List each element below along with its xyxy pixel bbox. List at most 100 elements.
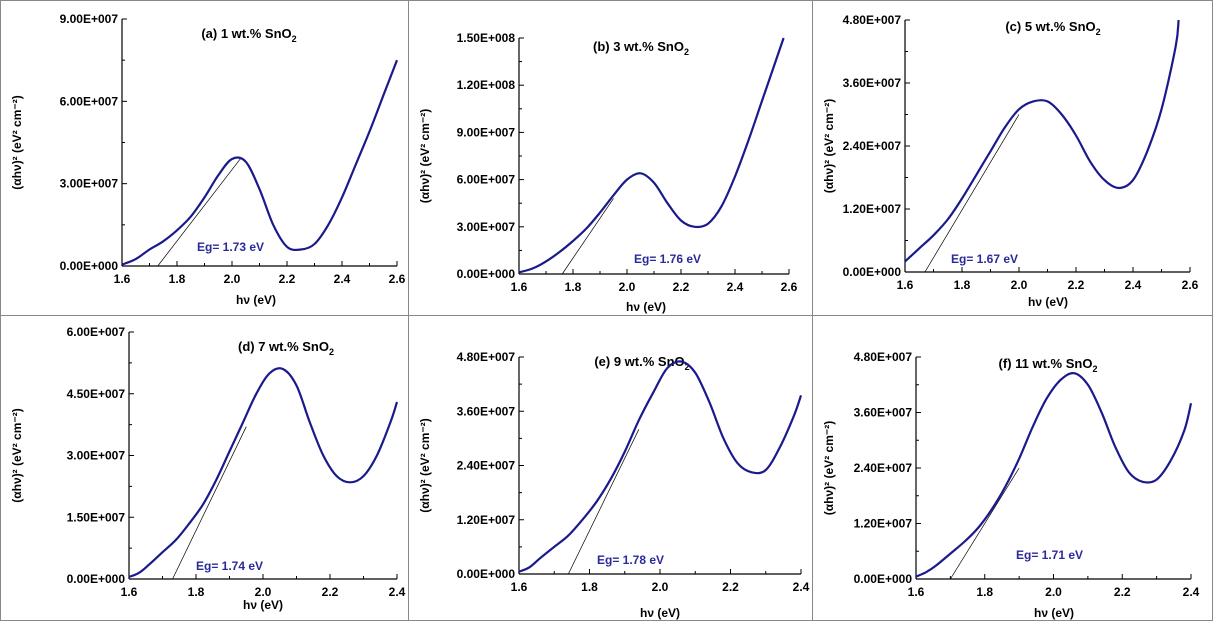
x-tick-label: 2.4: [1183, 585, 1200, 599]
eg-annotation: Eg= 1.76 eV: [634, 252, 701, 266]
y-axis-label: (αhν)² (eV² cm⁻²): [418, 418, 432, 512]
chart-svg-c: 1.6 1.8 2.0 2.2 2.4 2.6 0.00E+000 1.20E+007 2.40…: [822, 13, 1199, 309]
chart-panel-d: 1.6 1.8 2.0 2.2 2.4 0.00E+000 1.50E+007 3.00E+0…: [0, 315, 409, 621]
y-tick-label: 4.80E+007: [843, 13, 902, 27]
y-tick-label: 0.00E+000: [67, 572, 126, 586]
x-axis-label: hν (eV): [1028, 295, 1068, 309]
x-tick-label: 1.6: [908, 585, 925, 599]
y-axis-label: (αhν)² (eV² cm⁻²): [822, 421, 836, 515]
chart-title: (c) 5 wt.% SnO2: [1005, 19, 1100, 37]
eg-annotation: Eg= 1.67 eV: [951, 252, 1018, 266]
data-series-line: [904, 19, 1180, 263]
y-tick-label: 1.20E+007: [457, 513, 516, 527]
x-tick-label: 1.8: [976, 585, 993, 599]
chart-title-main: (e) 9 wt.% SnO: [594, 354, 684, 369]
chart-title-subscript: 2: [684, 47, 689, 57]
x-tick-label: 2.2: [279, 272, 296, 286]
x-tick-label: 1.8: [954, 278, 971, 292]
chart-title-main: (f) 11 wt.% SnO: [999, 356, 1093, 371]
y-tick-label: 2.40E+007: [843, 139, 902, 153]
x-axis-label: hν (eV): [243, 598, 283, 612]
tangent-line: [172, 426, 247, 580]
x-axis-label: hν (eV): [640, 606, 680, 620]
chart-svg-f: 1.6 1.8 2.0 2.2 2.4 0.00E+000 1.20E+007 2.40E+0…: [822, 350, 1200, 620]
x-tick-label: 2.4: [727, 280, 744, 294]
eg-annotation: Eg= 1.71 eV: [1016, 548, 1083, 562]
y-tick-label: 6.00E+007: [67, 325, 126, 339]
eg-annotation: Eg= 1.78 eV: [597, 553, 664, 567]
chart-title: (b) 3 wt.% SnO2: [593, 39, 689, 57]
chart-title: (a) 1 wt.% SnO2: [201, 26, 296, 44]
chart-title-main: (b) 3 wt.% SnO: [593, 39, 684, 54]
y-axis-label: (αhν)² (eV² cm⁻²): [10, 95, 24, 189]
chart-title-subscript: 2: [329, 347, 334, 357]
y-tick-label: 1.50E+008: [457, 31, 516, 45]
x-tick-label: 2.0: [1011, 278, 1028, 292]
y-tick-label: 0.00E+000: [457, 567, 516, 581]
chart-title-subscript: 2: [1092, 364, 1097, 374]
y-tick-label: 3.00E+007: [60, 177, 119, 191]
data-series-line: [915, 371, 1193, 578]
x-tick-label: 2.2: [722, 580, 739, 594]
y-tick-label: 0.00E+000: [457, 267, 516, 281]
chart-panel-f: 1.6 1.8 2.0 2.2 2.4 0.00E+000 1.20E+007 2.40E+0…: [812, 315, 1213, 621]
x-axis-label: hν (eV): [1034, 606, 1074, 620]
y-tick-label: 1.20E+008: [457, 78, 516, 92]
chart-svg-a: 1.6 1.8 2.0 2.2 2.4 2.6 0.00E+000 3.00E+007 6.00…: [10, 12, 406, 307]
chart-title-subscript: 2: [292, 34, 297, 44]
y-tick-label: 3.00E+007: [457, 220, 516, 234]
x-tick-label: 1.8: [581, 580, 598, 594]
x-tick-label: 2.4: [334, 272, 351, 286]
y-tick-label: 9.00E+007: [60, 12, 119, 26]
y-tick-label: 6.00E+007: [60, 94, 119, 108]
eg-annotation: Eg= 1.74 eV: [196, 559, 263, 573]
x-tick-label: 1.6: [511, 280, 528, 294]
y-tick-label: 9.00E+007: [457, 125, 516, 139]
x-tick-label: 1.6: [511, 580, 528, 594]
chart-svg-e: 1.6 1.8 2.0 2.2 2.4 0.00E+000 1.20E+007 2.40E+0…: [418, 350, 810, 620]
data-series-line: [121, 59, 399, 266]
x-tick-label: 2.0: [224, 272, 241, 286]
x-tick-label: 2.0: [652, 580, 669, 594]
y-tick-label: 3.00E+007: [67, 449, 126, 463]
x-tick-label: 2.6: [389, 272, 406, 286]
y-axis-label: (αhν)² (eV² cm⁻²): [418, 109, 432, 203]
y-tick-label: 0.00E+000: [854, 572, 913, 586]
y-tick-label: 4.80E+007: [854, 350, 913, 364]
chart-title: (f) 11 wt.% SnO2: [999, 356, 1098, 374]
eg-annotation: Eg= 1.73 eV: [197, 240, 264, 254]
tangent-line: [157, 158, 241, 267]
y-tick-label: 6.00E+007: [457, 173, 516, 187]
x-tick-label: 2.4: [793, 580, 810, 594]
x-axis-label: hν (eV): [626, 300, 666, 314]
data-series-line: [128, 367, 399, 578]
x-tick-label: 2.6: [1182, 278, 1199, 292]
y-tick-label: 0.00E+000: [60, 259, 119, 273]
y-tick-label: 3.60E+007: [854, 406, 913, 420]
x-tick-label: 1.6: [114, 272, 131, 286]
x-tick-label: 2.6: [781, 280, 798, 294]
y-tick-label: 4.80E+007: [457, 350, 516, 364]
y-axis-label: (αhν)² (eV² cm⁻²): [822, 99, 836, 193]
y-tick-label: 1.50E+007: [67, 510, 126, 524]
chart-title-main: (a) 1 wt.% SnO: [201, 26, 291, 41]
chart-title-main: (d) 7 wt.% SnO: [238, 339, 329, 354]
x-tick-label: 2.2: [322, 585, 339, 599]
y-tick-label: 2.40E+007: [457, 459, 516, 473]
y-tick-label: 2.40E+007: [854, 461, 913, 475]
y-tick-label: 3.60E+007: [457, 404, 516, 418]
tangent-line: [568, 429, 640, 575]
x-tick-label: 1.6: [121, 585, 138, 599]
y-tick-label: 4.50E+007: [67, 387, 126, 401]
chart-title-subscript: 2: [685, 362, 690, 372]
chart-title: (d) 7 wt.% SnO2: [238, 339, 334, 357]
data-series-line: [518, 37, 785, 274]
chart-svg-d: 1.6 1.8 2.0 2.2 2.4 0.00E+000 1.50E+007 3.00E+0…: [10, 325, 406, 612]
chart-title: (e) 9 wt.% SnO2: [594, 354, 689, 372]
chart-panel-b: 1.6 1.8 2.0 2.2 2.4 2.6 0.00E+000 3.00E+007 6.00…: [408, 0, 813, 316]
x-tick-label: 1.8: [169, 272, 186, 286]
chart-svg-b: 1.6 1.8 2.0 2.2 2.4 2.6 0.00E+000 3.00E+007 6.00…: [418, 31, 798, 314]
x-tick-label: 2.4: [389, 585, 406, 599]
x-tick-label: 2.2: [1068, 278, 1085, 292]
chart-panel-e: 1.6 1.8 2.0 2.2 2.4 0.00E+000 1.20E+007 2.40E+0…: [408, 315, 813, 621]
